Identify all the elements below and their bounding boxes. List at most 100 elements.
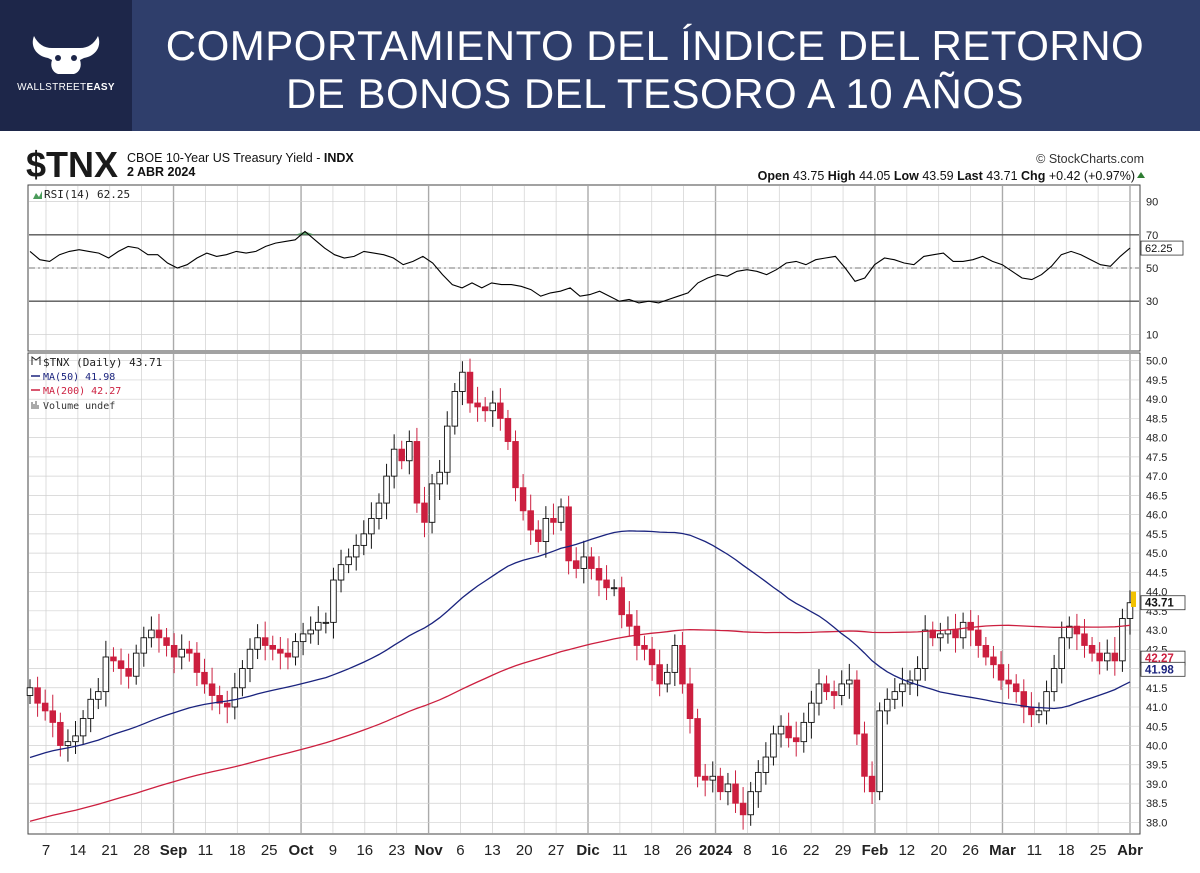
x-tick-label: Sep (160, 842, 188, 859)
x-tick-label: 27 (548, 842, 565, 859)
price-tick-label: 39.5 (1146, 760, 1167, 772)
candle-body (1088, 644, 1096, 654)
candle-body (603, 579, 610, 589)
candle-body (565, 506, 572, 562)
candle-body (755, 771, 762, 793)
volume-legend-label: Volume undef (43, 401, 115, 412)
candle-body (1028, 706, 1035, 716)
x-tick-label: 16 (771, 842, 788, 859)
candle-body (1035, 710, 1043, 716)
candle-body (618, 587, 625, 616)
candle-body (398, 448, 405, 462)
candle-body (315, 621, 322, 631)
candle-body (527, 510, 534, 531)
price-tick-label: 49.0 (1146, 394, 1167, 406)
candle-body (937, 633, 944, 639)
candle-body (1043, 691, 1050, 712)
chart-symbol: $TNX (26, 144, 118, 185)
candle-body (178, 648, 185, 658)
candle-body (580, 556, 588, 569)
candle-body (41, 702, 49, 712)
x-tick-label: 2024 (699, 842, 733, 859)
title-line-2: DE BONOS DEL TESORO A 10 AÑOS (285, 70, 1025, 117)
rsi-layer (29, 230, 1139, 304)
rsi-tick-label: 10 (1146, 329, 1158, 341)
x-tick-label: 9 (329, 842, 337, 859)
candle-body (34, 687, 41, 704)
candle-body (57, 721, 64, 746)
candle-body (132, 652, 140, 677)
x-tick-label: 8 (743, 842, 751, 859)
price-tick-label: 38.5 (1146, 798, 1167, 810)
candle-body (368, 518, 375, 535)
rsi-legend-label: RSI(14) 62.25 (44, 188, 130, 201)
x-tick-label: 11 (198, 842, 214, 859)
candle-body (117, 660, 125, 669)
candle-body (709, 775, 717, 781)
candle-body (79, 718, 87, 737)
x-tick-label: 18 (1058, 842, 1075, 859)
x-tick-label: 21 (101, 842, 118, 859)
candle-body (246, 648, 254, 669)
candle-body (747, 791, 754, 816)
rsi-tick-label: 50 (1146, 263, 1158, 275)
candle-body (110, 656, 117, 662)
stock-chart: $TNX CBOE 10-Year US Treasury Yield - IN… (26, 144, 1186, 859)
candle-body (193, 652, 201, 673)
price-panel (27, 352, 1141, 835)
candle-body (102, 656, 110, 693)
x-tick-label: 25 (1090, 842, 1107, 859)
candle-body (868, 775, 876, 793)
candle-body (648, 648, 656, 666)
candle-body (717, 775, 724, 793)
candle-body (284, 652, 292, 658)
candle-body (967, 621, 974, 631)
candle-body (975, 629, 982, 646)
rsi-legend: RSI(14) 62.25 (33, 188, 130, 201)
candle-body (846, 679, 853, 685)
candle-body (413, 441, 421, 504)
candle-body (899, 683, 906, 693)
price-last-value: 43.71 (1145, 598, 1174, 610)
candle-body (360, 533, 368, 546)
x-tick-label: 18 (229, 842, 246, 859)
price-layer (26, 358, 1134, 830)
candle-body (785, 725, 792, 739)
candle-body (701, 775, 709, 781)
candle-body (375, 502, 383, 519)
candle-body (307, 629, 314, 635)
ma50-legend-label: MA(50) 41.98 (43, 372, 115, 383)
price-tick-label: 48.0 (1146, 433, 1167, 445)
candle-body (1073, 625, 1081, 635)
candle-body (914, 668, 921, 681)
x-tick-label: Nov (414, 842, 443, 859)
candle-body (299, 633, 307, 643)
candle-body (49, 710, 57, 723)
x-tick-label: 26 (962, 842, 979, 859)
chart-source: © StockCharts.com (1036, 152, 1144, 166)
price-tick-label: 40.5 (1146, 721, 1167, 733)
volume-legend-icon (31, 401, 39, 409)
candle-body (216, 695, 223, 704)
candle-body (588, 556, 595, 569)
candle-body (1058, 637, 1065, 669)
rsi-tick-label: 30 (1146, 296, 1158, 308)
candle-body (1020, 691, 1028, 708)
candle-body (519, 487, 527, 512)
x-tick-label: 29 (835, 842, 852, 859)
candle-body (762, 756, 770, 773)
candle-body (959, 621, 967, 639)
price-tick-label: 40.0 (1146, 740, 1167, 752)
x-tick-label: 25 (261, 842, 278, 859)
candle-body (140, 637, 148, 654)
candle-body (72, 735, 79, 743)
price-tick-label: 41.0 (1146, 702, 1167, 714)
candle-body (201, 671, 208, 685)
candle-body (390, 448, 398, 477)
candle-body (345, 556, 352, 566)
rsi-line (29, 230, 1131, 304)
x-tick-label: 20 (930, 842, 947, 859)
candle-body (330, 579, 337, 623)
candle-body (1103, 652, 1111, 662)
rsi-legend-icon (33, 191, 42, 199)
